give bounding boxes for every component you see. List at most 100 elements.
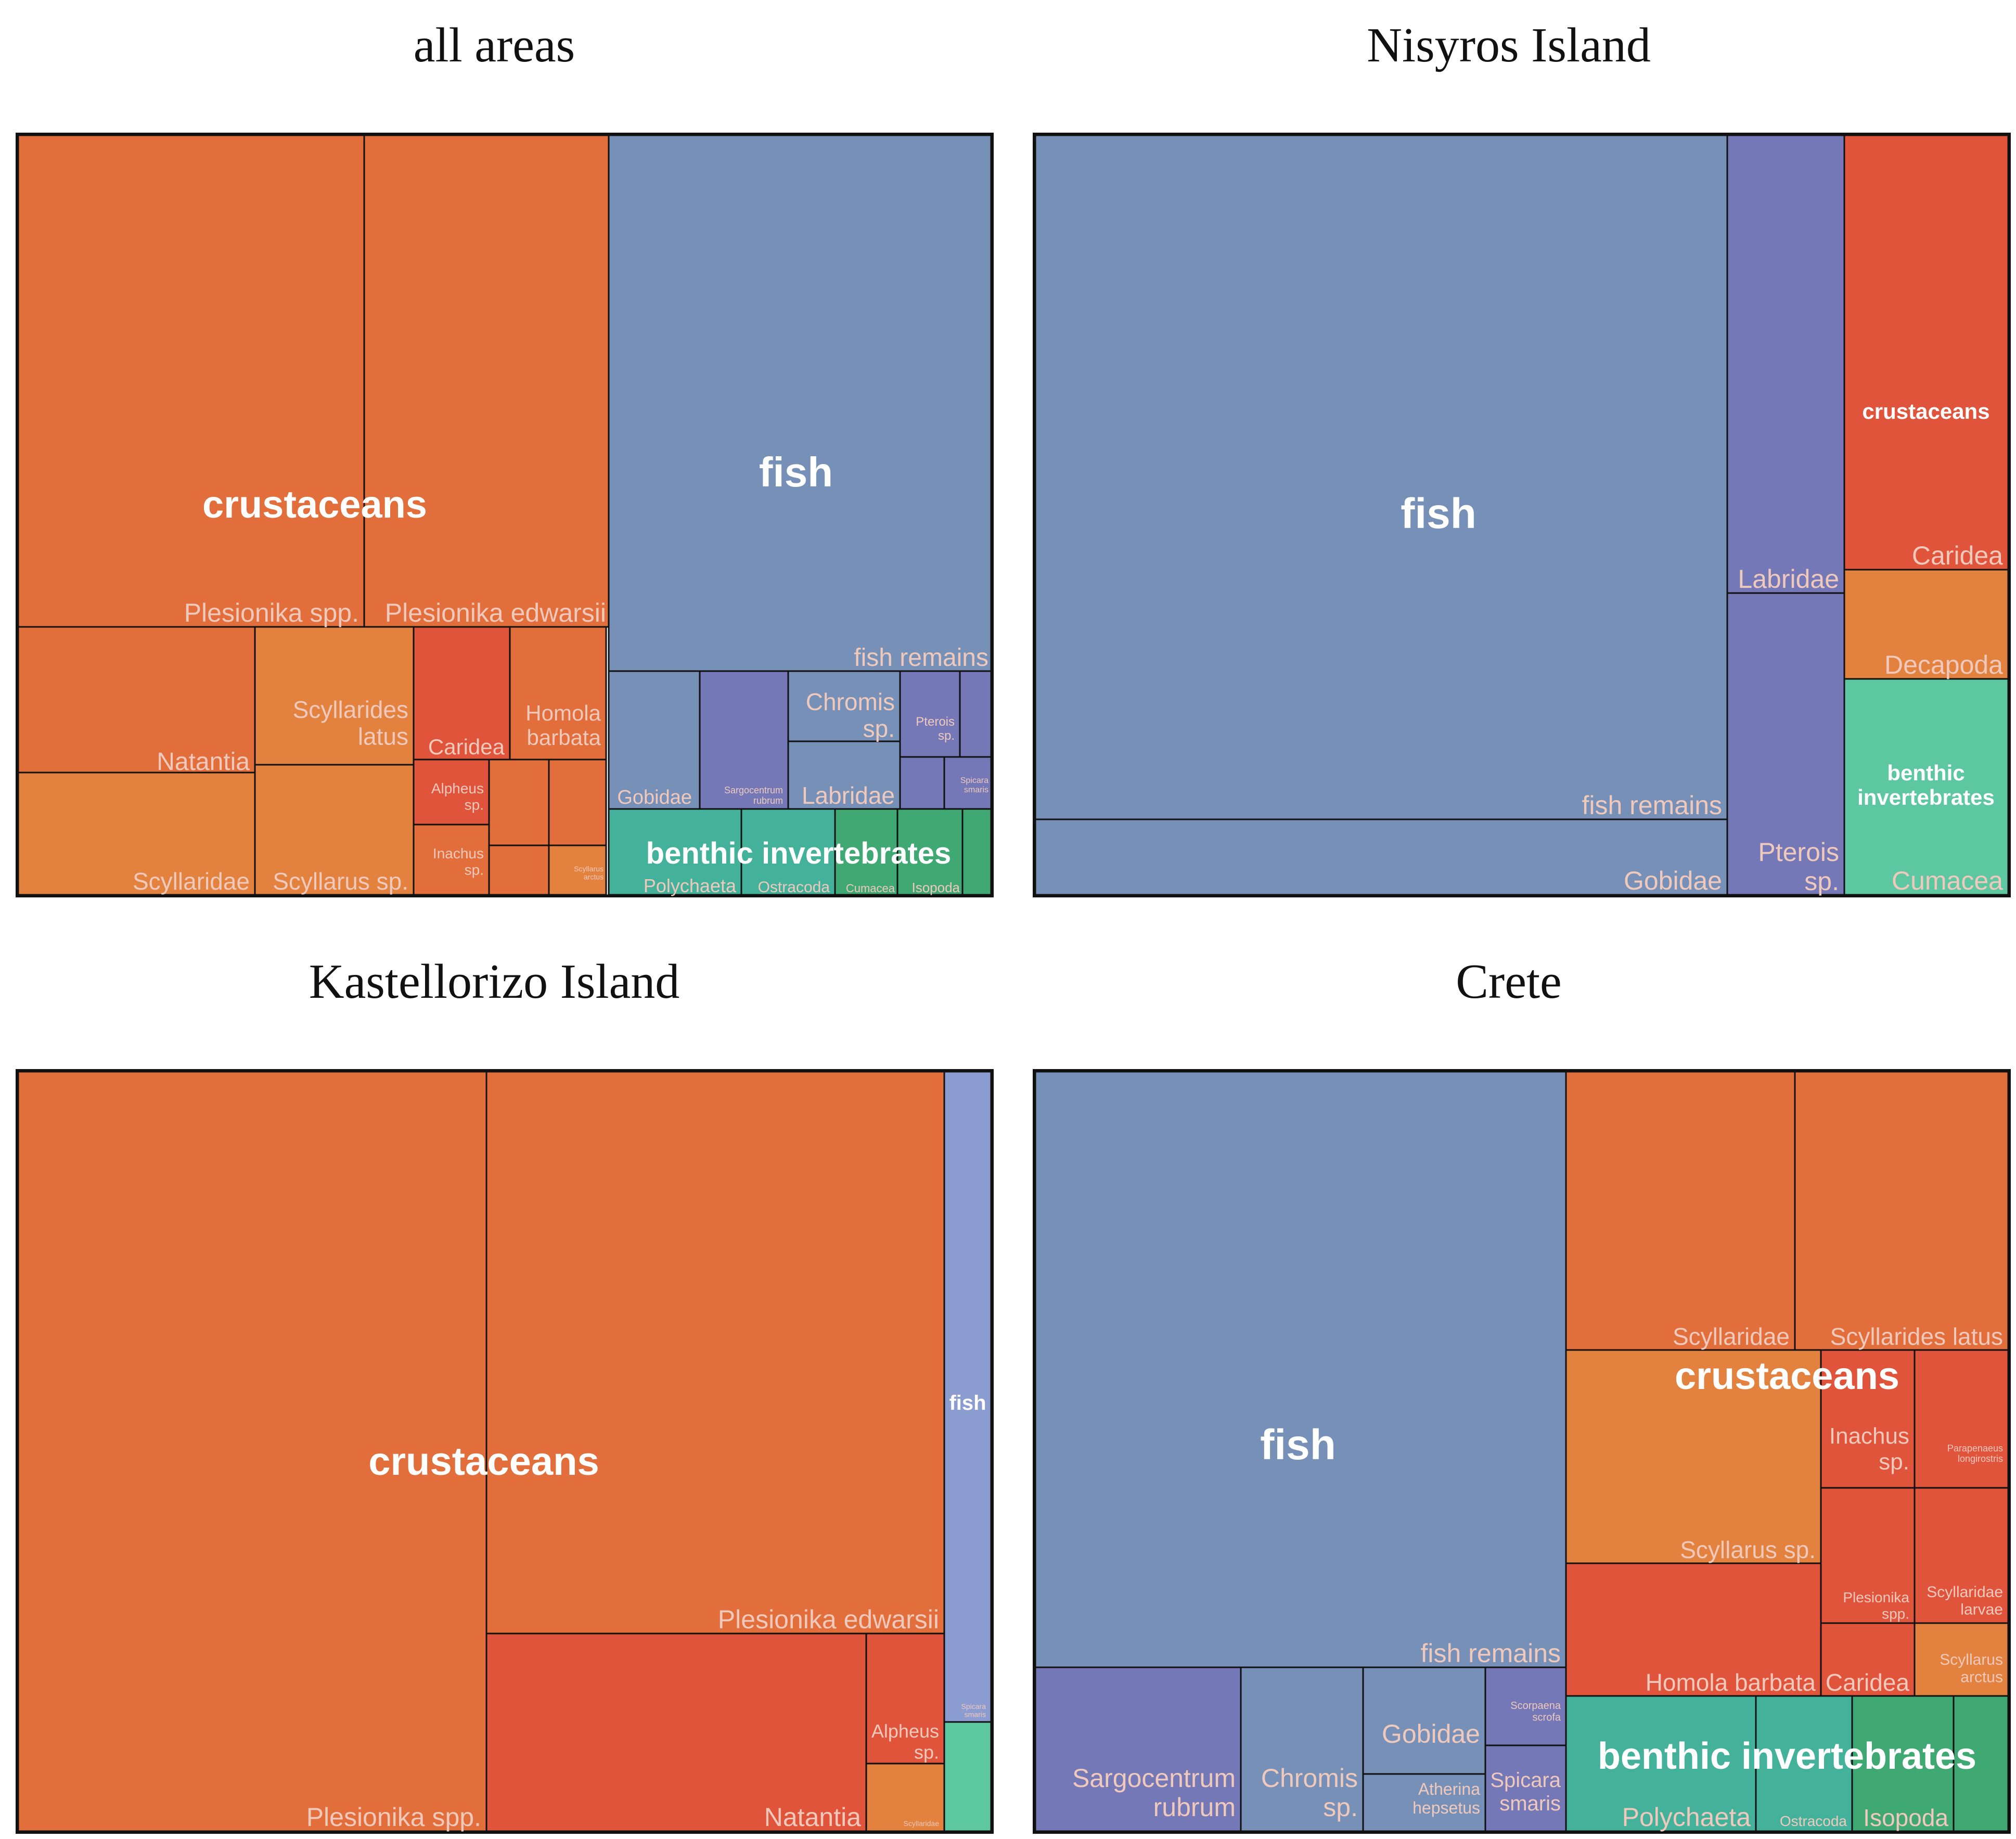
cell-labridae: [1726, 134, 1845, 594]
panel-title-nisyros: Nisyros Island: [1367, 18, 1651, 72]
label-parapenaeus-longirostris-line1: Parapenaeus: [1947, 1443, 2003, 1454]
label-atherina-hepsetus-line2: hepsetus: [1413, 1798, 1480, 1817]
cell-decapoda: [1843, 569, 2009, 680]
label-sargocentrum-rubrum-line2: rubrum: [1153, 1793, 1236, 1822]
cell-spicara-smaris: [1484, 1744, 1567, 1832]
cell-scyllaridae: [1565, 1071, 1796, 1351]
cell-cumacea: [1843, 678, 2009, 896]
label-scyllarus-sp: Scyllarus sp.: [1680, 1536, 1816, 1563]
label-isopoda: Isopoda: [1863, 1804, 1948, 1831]
panel-frame: [1033, 1069, 2011, 1834]
label-atherina-hepsetus-line1: Atherina: [1418, 1780, 1480, 1798]
label-labridae: Labridae: [802, 782, 895, 809]
label-scyllarides-latus-line2: latus: [358, 723, 408, 750]
label-chromis-sp-line2: sp.: [863, 715, 895, 742]
panel-title-crete: Crete: [1456, 955, 1562, 1009]
label-pterois-sp-line1: Pterois: [1758, 838, 1839, 867]
cell-gobidae: [1362, 1666, 1486, 1775]
treemap-all-areas: Plesionika spp. Plesionika edwarsii Natant…: [16, 133, 994, 897]
cell-chromis-sp: [787, 670, 901, 742]
label-gobidae: Gobidae: [1382, 1719, 1480, 1748]
cell-crustaceans-minor-10: [488, 758, 550, 846]
label-polychaeta: Polychaeta: [644, 875, 737, 896]
label-caridea: Caridea: [428, 735, 505, 759]
cell-homola-barbata: [1565, 1562, 1822, 1697]
panel-title-all-areas: all areas: [413, 18, 575, 72]
label-chromis-sp-line2: sp.: [1323, 1793, 1358, 1822]
label-decapoda: Decapoda: [1884, 650, 2003, 679]
label-cumacea: Cumacea: [1892, 866, 2003, 895]
cell-scorpaena-scrofa: [1484, 1666, 1567, 1746]
label-natantia: Natantia: [764, 1803, 861, 1832]
cell-crustaceans-minor-12: [488, 844, 550, 896]
label-pterois-sp-line2: sp.: [938, 729, 955, 743]
label-scyllarus-arctus-line2: arctus: [584, 873, 603, 881]
label-scyllaridae-larvae-line1: Scyllaridae: [1927, 1584, 2003, 1601]
label-sargocentrum-rubrum-line1: Sargocentrum: [1072, 1764, 1236, 1793]
label-scyllarus-arctus-line2: arctus: [1960, 1669, 2003, 1686]
cell-polychaeta: [1565, 1695, 1757, 1832]
label-fish-remains: fish remains: [854, 644, 988, 672]
label-ostracoda: Ostracoda: [758, 879, 830, 896]
label-inachus-sp-line2: sp.: [1879, 1449, 1909, 1474]
label-spicara-smaris-line1: Spicara: [961, 1702, 986, 1711]
cell-scyllaridae-larvae: [1914, 1487, 2009, 1624]
cell-crustaceans-minor-11: [548, 758, 607, 846]
label-scyllarides-latus-line1: Scyllarides: [293, 696, 408, 723]
label-plesionika-spp: Plesionika spp.: [184, 598, 359, 627]
panel-frame: [16, 1069, 994, 1834]
cell-ostracoda: [740, 808, 836, 896]
label-gobidae: Gobidae: [1624, 866, 1722, 895]
cell-parapenaeus-longirostris: [1914, 1349, 2009, 1489]
cell-caridea: [413, 626, 511, 761]
label-scyllarides-latus: Scyllarides latus: [1830, 1323, 2003, 1350]
cell-plesionika-edwarsii: [363, 134, 610, 628]
treemap-crete: fish remainsSargocentrumrubrumChromissp.…: [1033, 1069, 2011, 1834]
group-label-fish: fish: [1401, 490, 1476, 537]
label-ostracoda: Ostracoda: [1780, 1813, 1847, 1829]
label-spicara-smaris-line2: smaris: [1499, 1792, 1561, 1815]
label-alpheus-sp-line2: sp.: [465, 796, 484, 813]
label-scorpaena-scrofa-line1: Scorpaena: [1510, 1700, 1561, 1712]
label-scyllaridae: Scyllaridae: [133, 868, 250, 895]
cell-alpheus-sp: [865, 1632, 945, 1765]
label-plesionika-spp-line2: spp.: [1882, 1605, 1909, 1622]
cell-scyllarides-latus: [1794, 1071, 2009, 1351]
panel-frame: [16, 133, 994, 897]
label-scorpaena-scrofa-line2: scrofa: [1533, 1712, 1561, 1723]
label-caridea: Caridea: [1826, 1669, 1910, 1696]
group-label-crustaceans: crustaceans: [1862, 399, 1989, 423]
label-natantia: Natantia: [157, 748, 250, 776]
label-scyllaridae: Scyllaridae: [1673, 1323, 1790, 1350]
label-homola-barbata: Homola barbata: [1646, 1669, 1816, 1696]
label-alpheus-sp-line1: Alpheus: [871, 1720, 939, 1742]
label-labridae: Labridae: [1738, 564, 1839, 594]
label-plesionika-edwarsii: Plesionika edwarsii: [385, 598, 606, 627]
label-fish-remains: fish remains: [1582, 791, 1722, 820]
cell-sargocentrum-rubrum: [1034, 1666, 1242, 1832]
cell-chromis-sp: [1240, 1666, 1364, 1832]
panel-title-kastellorizo: Kastellorizo Island: [309, 955, 680, 1009]
label-caridea: Caridea: [1912, 541, 2003, 570]
cell-fish-remains: [1034, 1071, 1567, 1668]
group-label-fish: fish: [1260, 1421, 1336, 1469]
label-scyllaridae: Scyllaridae: [904, 1819, 940, 1828]
cell-ostracoda: [1755, 1695, 1853, 1832]
cell-inachus-sp: [1820, 1349, 1916, 1489]
treemap-kastellorizo: Plesionika spp. Plesionika edwarsii Natant…: [16, 1069, 994, 1834]
label-spicara-smaris-line2: smaris: [965, 1711, 986, 1719]
cell-plesionika-spp: [17, 1071, 487, 1832]
label-plesionika-spp: Plesionika spp.: [306, 1803, 481, 1832]
cell-fish-minor-21: [899, 756, 945, 810]
label-sargocentrum-rubrum-line1: Sargocentrum: [724, 785, 783, 795]
cell-spicara-smaris: [943, 756, 992, 810]
group-label-crustaceans: crustaceans: [368, 1439, 599, 1484]
label-spicara-smaris-line1: Spicara: [1490, 1769, 1561, 1792]
label-alpheus-sp-line2: sp.: [914, 1741, 939, 1763]
label-homola-barbata-line2: barbata: [527, 725, 601, 750]
cell-fish-minor-20: [959, 670, 992, 758]
label-scyllarus-arctus-line1: Scyllarus: [574, 865, 603, 873]
cell-plesionika-edwarsii: [485, 1071, 945, 1635]
cell-natantia: [485, 1632, 867, 1832]
label-chromis-sp-line1: Chromis: [806, 688, 895, 715]
